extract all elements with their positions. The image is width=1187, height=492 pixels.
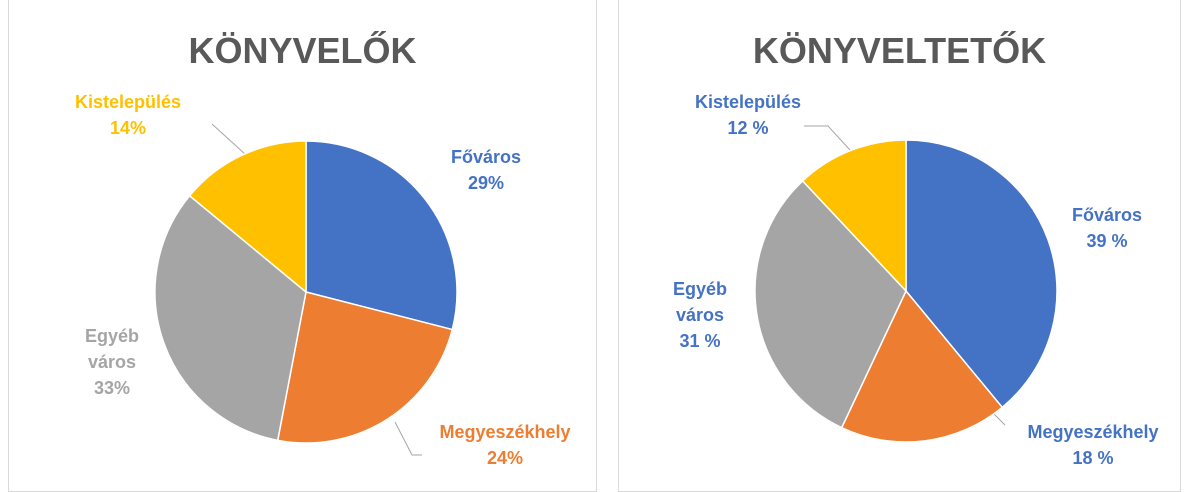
data-label: Megyeszékhely 24% bbox=[410, 419, 600, 471]
value-label: 33% bbox=[93, 378, 131, 398]
category-label: Főváros bbox=[1071, 205, 1143, 225]
leader-line bbox=[394, 421, 422, 456]
value-label: 18 % bbox=[1072, 448, 1114, 468]
pie-slice bbox=[840, 289, 1004, 443]
pie-slice bbox=[154, 194, 307, 442]
pie-slice bbox=[801, 139, 907, 293]
category-label: Főváros bbox=[450, 147, 522, 167]
value-label: 31 % bbox=[679, 331, 721, 351]
category-label: Megyeszékhely bbox=[1027, 422, 1159, 442]
data-label: Egyéb város 31 % bbox=[660, 276, 740, 354]
pie-slice bbox=[905, 139, 1058, 409]
value-label: 24% bbox=[486, 448, 524, 468]
data-label: Főváros 29% bbox=[396, 144, 576, 196]
category-label: Kistelepülés bbox=[74, 92, 182, 112]
data-label: Főváros 39 % bbox=[1017, 202, 1187, 254]
category-label: Megyeszékhely bbox=[439, 422, 571, 442]
chart-title: KÖNYVELŐK bbox=[188, 30, 417, 71]
leader-line bbox=[211, 123, 247, 156]
value-label: 39 % bbox=[1086, 231, 1128, 251]
data-label: Egyéb város 33% bbox=[72, 323, 152, 401]
data-label: Kistelepülés 12 % bbox=[658, 89, 838, 141]
chart-title: KÖNYVELTETŐK bbox=[752, 30, 1047, 71]
value-label: 12 % bbox=[727, 118, 769, 138]
pie-slice bbox=[305, 140, 458, 331]
pie-slice bbox=[754, 179, 907, 429]
data-label: Megyeszékhely 18 % bbox=[998, 419, 1187, 471]
data-label: Kistelepülés 14% bbox=[38, 89, 218, 141]
pie-slice bbox=[188, 140, 307, 294]
value-label: 29% bbox=[467, 173, 505, 193]
pie-slice bbox=[276, 291, 454, 444]
category-label: Egyéb város bbox=[672, 279, 728, 325]
value-label: 14% bbox=[109, 118, 147, 138]
category-label: Egyéb város bbox=[84, 326, 140, 372]
category-label: Kistelepülés bbox=[694, 92, 802, 112]
leader-line bbox=[804, 125, 851, 151]
